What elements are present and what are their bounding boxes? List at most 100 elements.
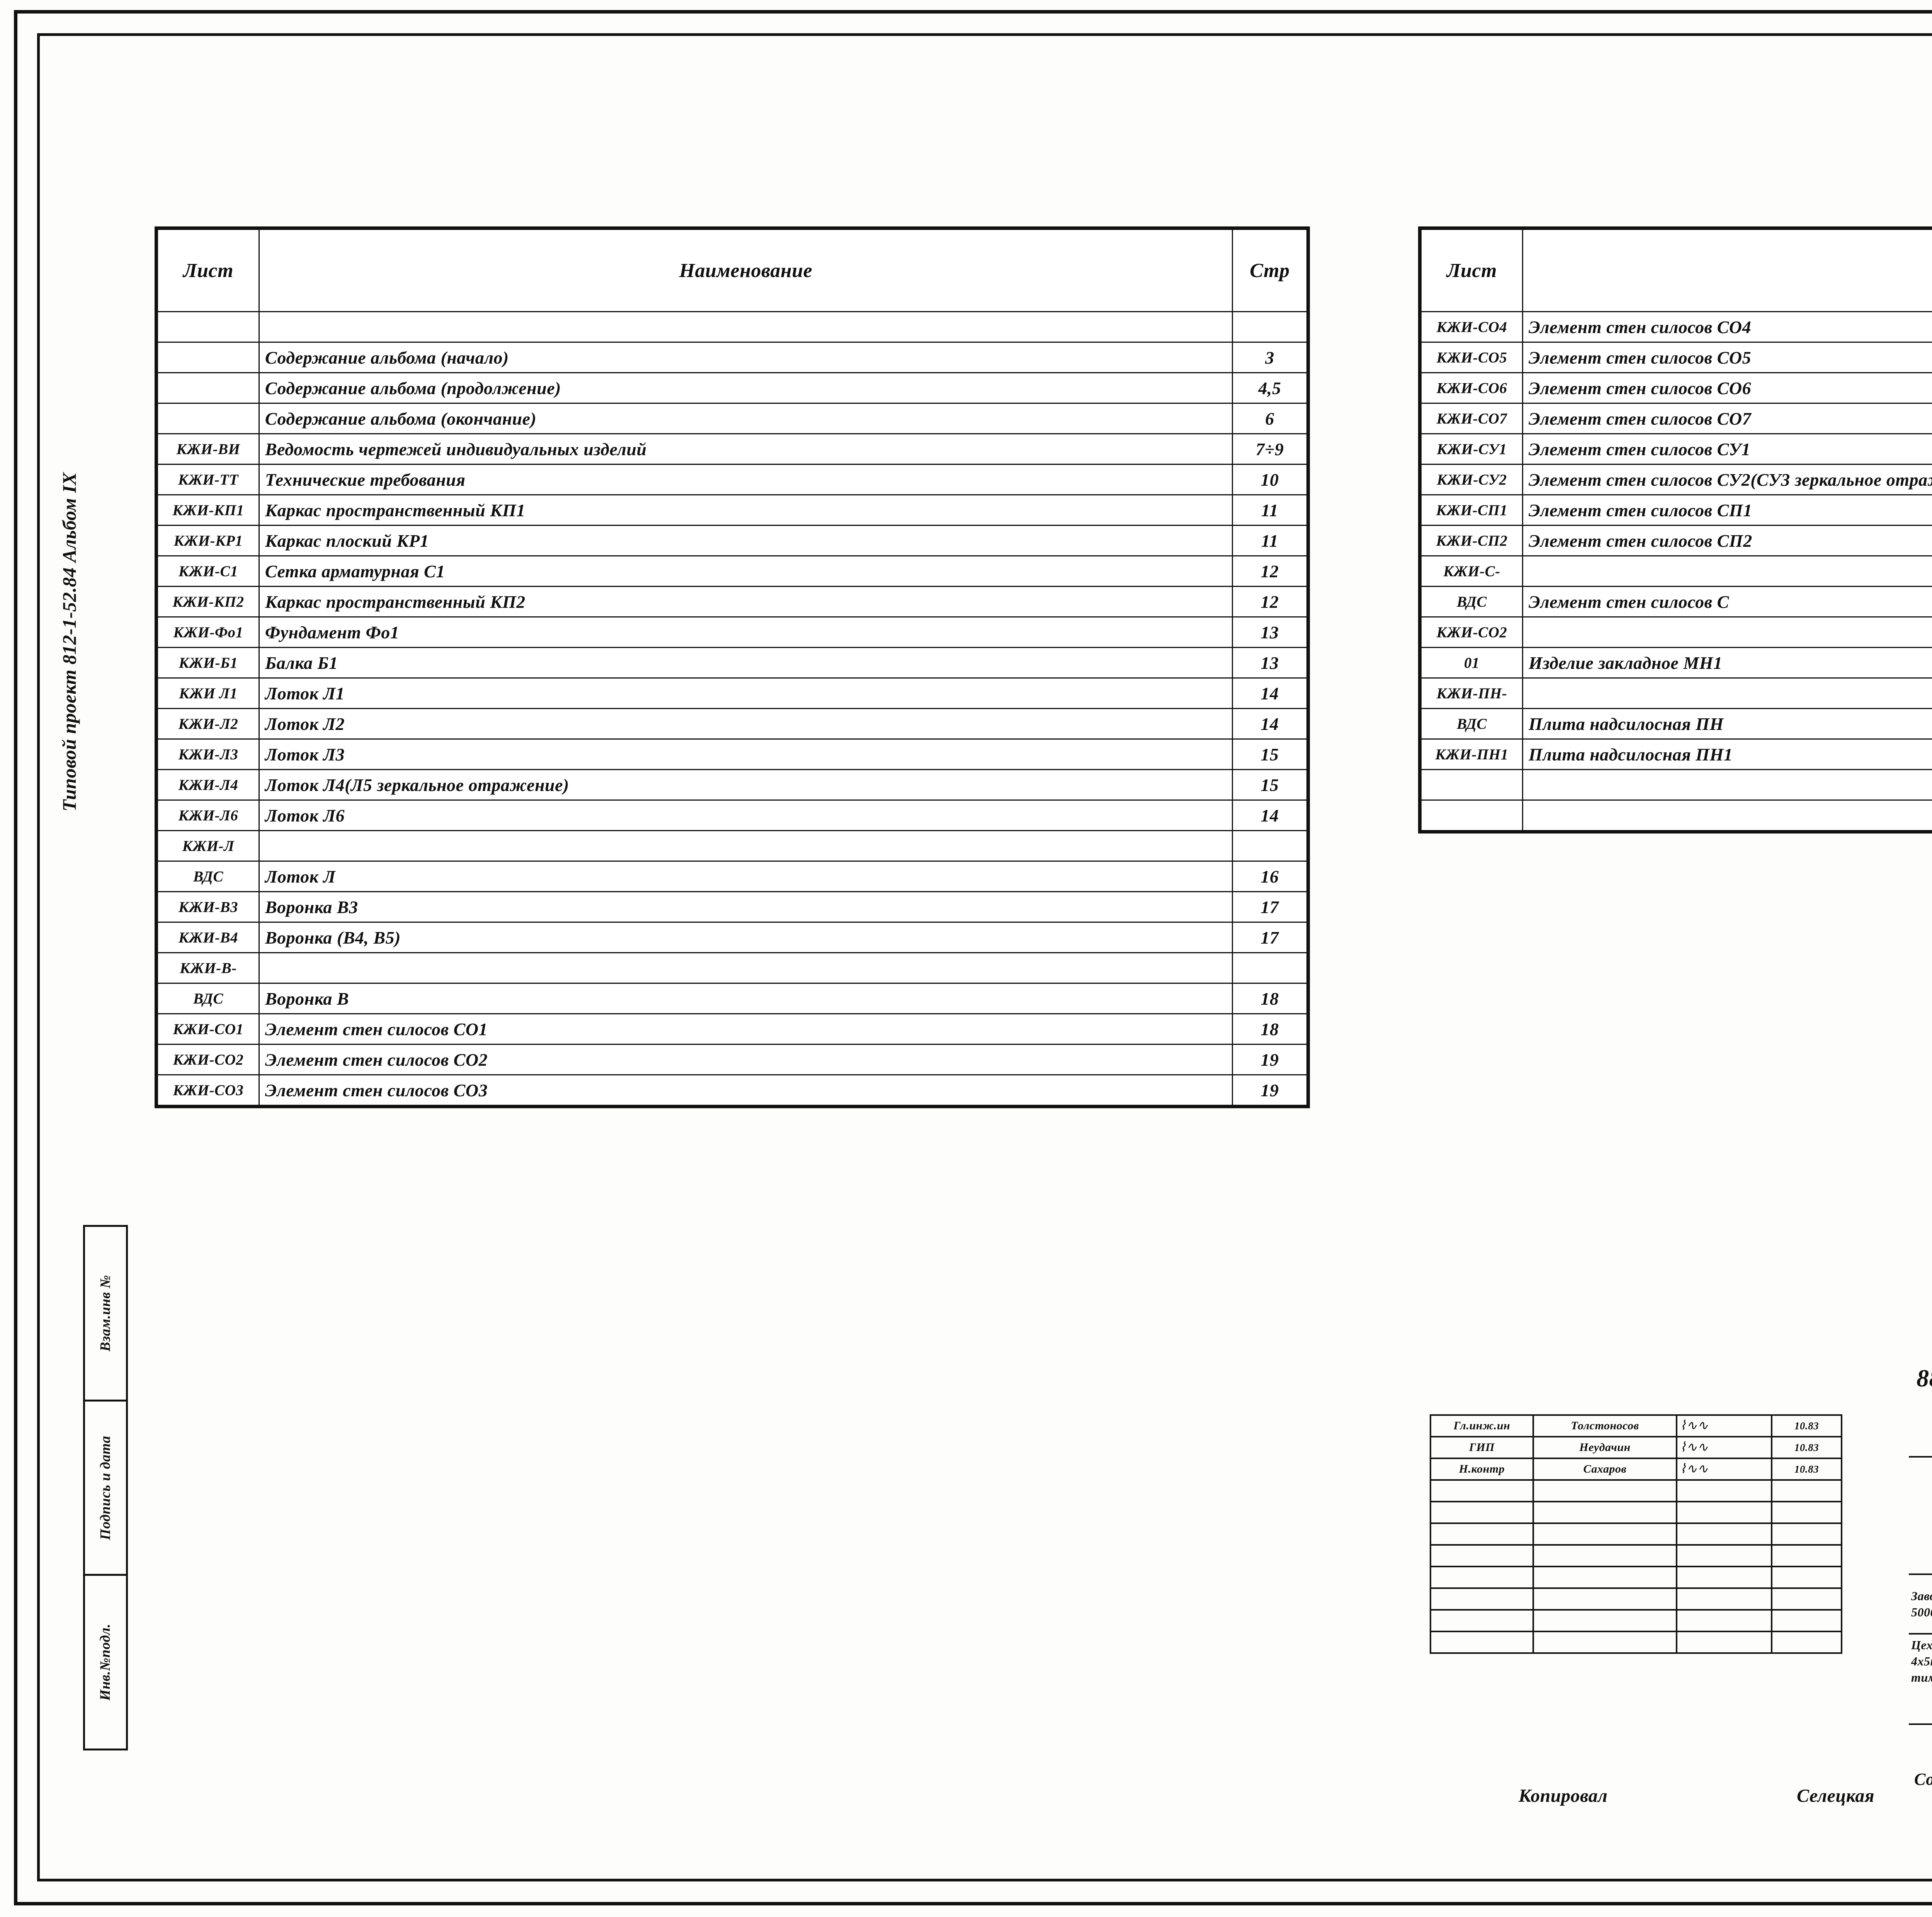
signature-row-blank[interactable] [1430, 1566, 1842, 1589]
signature-blank-cell[interactable] [1676, 1609, 1772, 1632]
toc-row[interactable]: КЖИ-СУ2 Элемент стен силосов СУ2(СУ3 зерк… [1420, 464, 1932, 495]
toc-row[interactable]: КЖИ-СО1 Элемент стен силосов СО1 18 [157, 1013, 1308, 1045]
signature-blank-cell[interactable] [1771, 1479, 1842, 1502]
signature-blank-cell[interactable] [1532, 1479, 1677, 1502]
signature-blank-cell[interactable] [1771, 1609, 1842, 1632]
toc-row[interactable] [1420, 769, 1932, 801]
signature-blank-cell[interactable] [1430, 1609, 1534, 1632]
signature-blank-cell[interactable] [1532, 1631, 1677, 1654]
toc-row[interactable]: КЖИ-СО3 Элемент стен силосов СО3 19 [157, 1074, 1308, 1106]
signature-blank-cell[interactable] [1532, 1544, 1677, 1567]
toc-row[interactable]: КЖИ-В- [157, 952, 1308, 984]
toc-row[interactable]: КЖИ-Б1 Балка Б1 13 [157, 647, 1308, 679]
toc-cell-page: 16 [1232, 861, 1308, 892]
toc-row[interactable]: КЖИ-СО2 [1420, 616, 1932, 648]
signature-mark[interactable]: ⌇∿∿ [1676, 1436, 1772, 1459]
signature-mark[interactable]: ⌇∿∿ [1676, 1414, 1772, 1437]
toc-cell-sheet [1420, 769, 1523, 801]
signature-mark[interactable]: ⌇∿∿ [1676, 1458, 1772, 1481]
signature-row-blank[interactable] [1430, 1501, 1842, 1524]
project-caption: Типовой проект 812-1-52.84 Альбом IX [58, 472, 80, 811]
toc-row[interactable]: КЖИ-Л [157, 830, 1308, 862]
signature-blank-cell[interactable] [1430, 1544, 1534, 1567]
toc-cell-page: 14 [1232, 708, 1308, 740]
signature-blank-cell[interactable] [1771, 1501, 1842, 1524]
toc-table-left: Лист Наименование Стр Содержание альбома… [155, 226, 1310, 1108]
signature-blank-cell[interactable] [1430, 1479, 1534, 1502]
toc-row[interactable]: КЖИ-Л3 Лоток Л3 15 [157, 738, 1308, 770]
toc-cell-sheet: КЖИ-В4 [157, 922, 260, 953]
signature-row-blank[interactable] [1430, 1479, 1842, 1502]
signature-blank-cell[interactable] [1771, 1631, 1842, 1654]
signature-blank-cell[interactable] [1430, 1522, 1534, 1546]
signature-blank-cell[interactable] [1676, 1631, 1772, 1654]
toc-row[interactable]: КЖИ-С- [1420, 555, 1932, 587]
toc-row[interactable]: КЖИ-ТТ Технические требования 10 [157, 464, 1308, 495]
signature-blank-cell[interactable] [1771, 1522, 1842, 1546]
toc-cell-name: Изделие закладное МН1 [1522, 647, 1932, 679]
signature-blank-cell[interactable] [1771, 1587, 1842, 1611]
signature-blank-cell[interactable] [1532, 1587, 1677, 1611]
signature-blank-cell[interactable] [1430, 1566, 1534, 1589]
toc-row[interactable]: ВДС Воронка В 18 [157, 983, 1308, 1014]
toc-header-sheet: Лист [157, 229, 260, 312]
toc-row[interactable]: Содержание альбома (продолжение) 4,5 [157, 372, 1308, 404]
signature-blank-cell[interactable] [1532, 1566, 1677, 1589]
toc-header-page: Стр [1232, 229, 1308, 312]
toc-row[interactable]: КЖИ Л1 Лоток Л1 14 [157, 677, 1308, 709]
toc-row[interactable]: ВДС Лоток Л 16 [157, 861, 1308, 892]
signature-row-blank[interactable] [1430, 1587, 1842, 1611]
toc-row[interactable]: Содержание альбома (окончание) 6 [157, 403, 1308, 434]
signature-row-blank[interactable] [1430, 1544, 1842, 1567]
signature-blank-cell[interactable] [1676, 1544, 1772, 1567]
toc-row[interactable]: КЖИ-Фо1 Фундамент Фо1 13 [157, 616, 1308, 648]
signature-date: 10.83 [1771, 1436, 1842, 1459]
signature-blank-cell[interactable] [1430, 1501, 1534, 1524]
signature-row-blank[interactable] [1430, 1522, 1842, 1546]
signature-blank-cell[interactable] [1676, 1479, 1772, 1502]
toc-row[interactable]: КЖИ-В4 Воронка (В4, В5) 17 [157, 922, 1308, 953]
signature-blank-cell[interactable] [1771, 1566, 1842, 1589]
toc-row[interactable]: КЖИ-Л4 Лоток Л4(Л5 зеркальное отражение) 1… [157, 769, 1308, 801]
signature-blank-cell[interactable] [1430, 1587, 1534, 1611]
toc-row[interactable]: КЖИ-Л6 Лоток Л6 14 [157, 799, 1308, 831]
toc-cell-sheet [157, 403, 260, 434]
signature-blank-cell[interactable] [1676, 1566, 1772, 1589]
signature-blank-cell[interactable] [1532, 1522, 1677, 1546]
signature-blank-cell[interactable] [1676, 1587, 1772, 1611]
toc-row[interactable]: КЖИ-В3 Воронка В3 17 [157, 891, 1308, 923]
signature-blank-cell[interactable] [1532, 1609, 1677, 1632]
signature-row-blank[interactable] [1430, 1609, 1842, 1632]
signature-blank-cell[interactable] [1532, 1501, 1677, 1524]
toc-row[interactable]: КЖИ-КП2 Каркас пространственный КП2 12 [157, 586, 1308, 617]
toc-row[interactable]: КЖИ-ПН- [1420, 677, 1932, 709]
signature-blank-cell[interactable] [1676, 1501, 1772, 1524]
signature-row-blank[interactable] [1430, 1631, 1842, 1654]
toc-row[interactable]: КЖИ-КР1 Каркас плоский КР1 11 [157, 525, 1308, 556]
toc-cell-page: 13 [1232, 647, 1308, 679]
toc-header-name: Наименование [259, 229, 1233, 312]
toc-row[interactable] [1420, 799, 1932, 831]
toc-row[interactable]: КЖИ-ВИ Ведомость чертежей индивидуальных … [157, 433, 1308, 465]
toc-row[interactable]: КЖИ-КП1 Каркас пространственный КП1 11 [157, 494, 1308, 526]
toc-row[interactable]: КЖИ-С1 Сетка арматурная С1 12 [157, 555, 1308, 587]
toc-row[interactable]: КЖИ-Л2 Лоток Л2 14 [157, 708, 1308, 740]
signature-blank-cell[interactable] [1430, 1631, 1534, 1654]
toc-row[interactable]: Содержание альбома (начало) 3 [157, 342, 1308, 373]
signature-blank-cell[interactable] [1676, 1522, 1772, 1546]
toc-row[interactable] [157, 311, 1308, 343]
signature-blank-cell[interactable] [1771, 1544, 1842, 1567]
toc-row[interactable]: КЖИ-СО2 Элемент стен силосов СО2 19 [157, 1044, 1308, 1075]
toc-cell-sheet: КЖИ Л1 [157, 677, 260, 709]
